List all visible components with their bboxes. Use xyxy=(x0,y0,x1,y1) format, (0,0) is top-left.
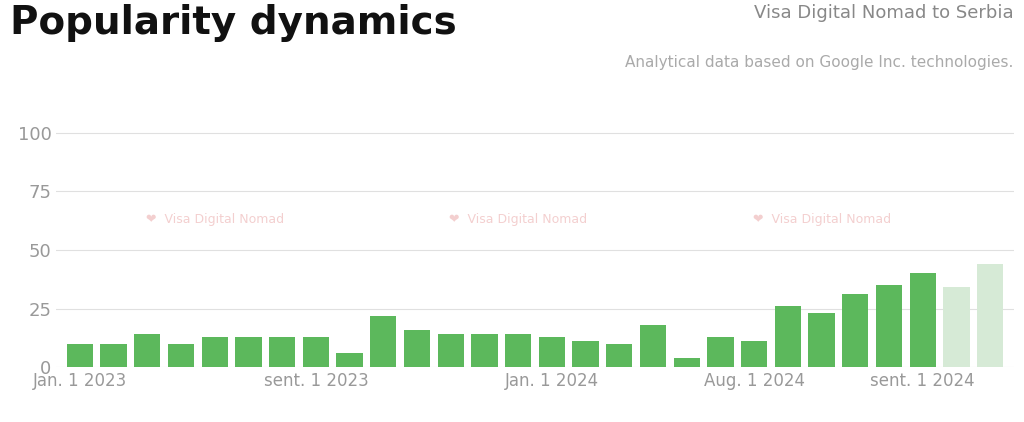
Bar xyxy=(437,334,464,367)
Bar xyxy=(303,337,329,367)
Bar xyxy=(909,273,936,367)
Bar xyxy=(403,330,430,367)
Bar xyxy=(202,337,228,367)
Bar xyxy=(67,344,93,367)
Text: ❤  Visa Digital Nomad: ❤ Visa Digital Nomad xyxy=(450,213,587,226)
Bar xyxy=(977,264,1004,367)
Text: Popularity dynamics: Popularity dynamics xyxy=(10,4,457,42)
Bar xyxy=(674,358,699,367)
Bar xyxy=(741,341,767,367)
Bar xyxy=(572,341,599,367)
Bar xyxy=(371,316,396,367)
Bar xyxy=(775,306,801,367)
Bar xyxy=(943,287,970,367)
Bar xyxy=(100,344,127,367)
Bar xyxy=(269,337,295,367)
Bar xyxy=(505,334,531,367)
Bar xyxy=(606,344,633,367)
Bar xyxy=(168,344,195,367)
Bar xyxy=(708,337,733,367)
Bar xyxy=(134,334,161,367)
Bar xyxy=(236,337,261,367)
Bar xyxy=(471,334,498,367)
Text: Analytical data based on Google Inc. technologies.: Analytical data based on Google Inc. tec… xyxy=(626,55,1014,70)
Text: ❤  Visa Digital Nomad: ❤ Visa Digital Nomad xyxy=(145,213,284,226)
Bar xyxy=(876,285,902,367)
Bar xyxy=(809,313,835,367)
Bar xyxy=(539,337,565,367)
Bar xyxy=(640,325,667,367)
Bar xyxy=(842,295,868,367)
Bar xyxy=(337,353,362,367)
Text: Visa Digital Nomad to Serbia: Visa Digital Nomad to Serbia xyxy=(754,4,1014,22)
Text: ❤  Visa Digital Nomad: ❤ Visa Digital Nomad xyxy=(753,213,891,226)
